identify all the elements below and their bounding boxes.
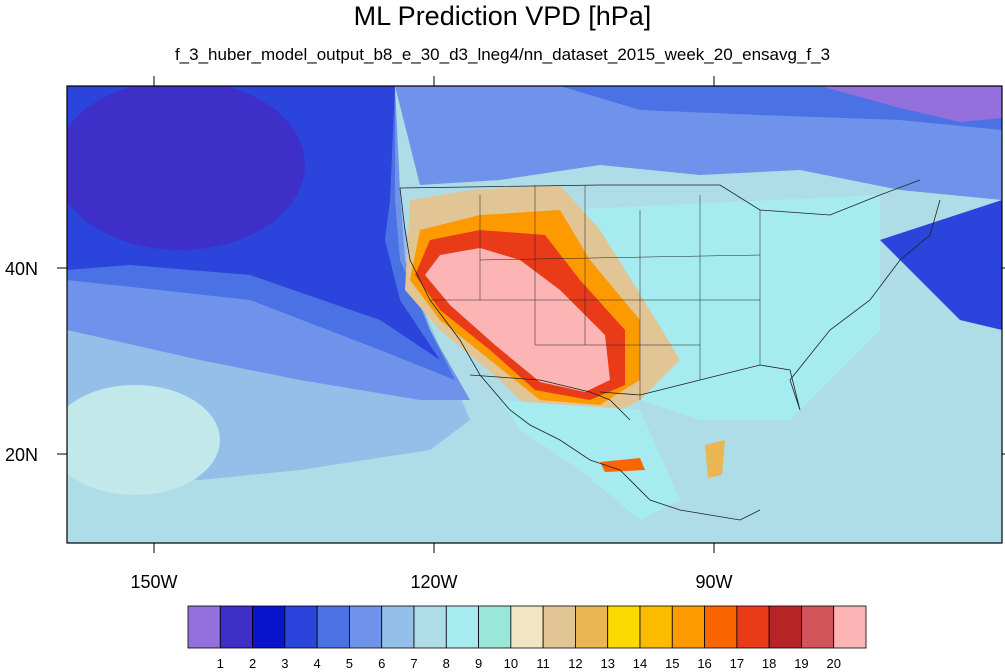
- field-pacific-high: [67, 86, 305, 250]
- field-hawaii: [67, 385, 220, 495]
- colorbar-swatch: [542, 605, 576, 649]
- colorbar-label: 12: [568, 656, 582, 671]
- colorbar-swatch: [671, 605, 705, 649]
- colorbar-label: 8: [443, 656, 450, 671]
- contour-field: [67, 86, 1002, 543]
- map-subtitle: f_3_huber_model_output_b8_e_30_d3_lneg4/…: [174, 45, 831, 64]
- colorbar-swatch: [219, 605, 253, 649]
- colorbar-label: 2: [249, 656, 256, 671]
- colorbar-swatch: [445, 605, 479, 649]
- colorbar-label: 6: [378, 656, 385, 671]
- colorbar-swatch: [768, 605, 802, 649]
- lon-label-90w: 90W: [695, 572, 732, 592]
- colorbar-swatch: [575, 605, 609, 649]
- colorbar-label: 1: [217, 656, 224, 671]
- plot-frame: [66, 85, 1003, 544]
- field-guatemala: [600, 458, 645, 472]
- colorbar-swatch: [736, 605, 770, 649]
- colorbar-label: 11: [536, 656, 550, 671]
- colorbar-label: 17: [730, 656, 744, 671]
- colorbar-swatch: [381, 605, 415, 649]
- lon-label-120w: 120W: [410, 572, 457, 592]
- colorbar-swatch: [639, 605, 673, 649]
- colorbar-label: 14: [633, 656, 647, 671]
- colorbar-label: 3: [281, 656, 288, 671]
- field-yucatan: [705, 440, 725, 478]
- colorbar-label: 5: [346, 656, 353, 671]
- colorbar-swatch: [704, 605, 738, 649]
- colorbar-label: 13: [600, 656, 614, 671]
- colorbar-swatch: [607, 605, 641, 649]
- field-hudson: [820, 86, 1002, 122]
- colorbar-swatch: [187, 605, 221, 649]
- colorbar-swatch: [284, 605, 318, 649]
- colorbar-swatch: [413, 605, 447, 649]
- colorbar-label: 20: [826, 656, 840, 671]
- colorbar-swatch: [801, 605, 835, 649]
- colorbar-swatch: [349, 605, 383, 649]
- colorbar-label: 18: [762, 656, 776, 671]
- map-title: ML Prediction VPD [hPa]: [353, 1, 652, 31]
- field-west-pink: [425, 248, 610, 392]
- colorbar-label: 15: [665, 656, 679, 671]
- lon-label-150w: 150W: [130, 572, 177, 592]
- colorbar-label: 9: [475, 656, 482, 671]
- colorbar-swatch: [478, 605, 512, 649]
- colorbar-swatch: [316, 605, 350, 649]
- lat-label-40n: 40N: [5, 259, 38, 279]
- colorbar: 1 2 3 4 5 6 7 8 9 10 11 12 13 14 15 16 17 18 19 20: [187, 605, 867, 671]
- boundaries: [399, 179, 941, 521]
- colorbar-label: 7: [410, 656, 417, 671]
- border-us-mexico: [469, 374, 631, 421]
- colorbar-swatch: [510, 605, 544, 649]
- colorbar-label: 4: [314, 656, 321, 671]
- lat-label-20n: 20N: [5, 445, 38, 465]
- border-state-lines: [430, 185, 761, 400]
- colorbar-swatch: [252, 605, 286, 649]
- colorbar-swatch: [833, 605, 867, 649]
- colorbar-label: 10: [504, 656, 518, 671]
- colorbar-label: 19: [794, 656, 808, 671]
- colorbar-label: 16: [697, 656, 711, 671]
- field-atlantic: [880, 200, 1002, 330]
